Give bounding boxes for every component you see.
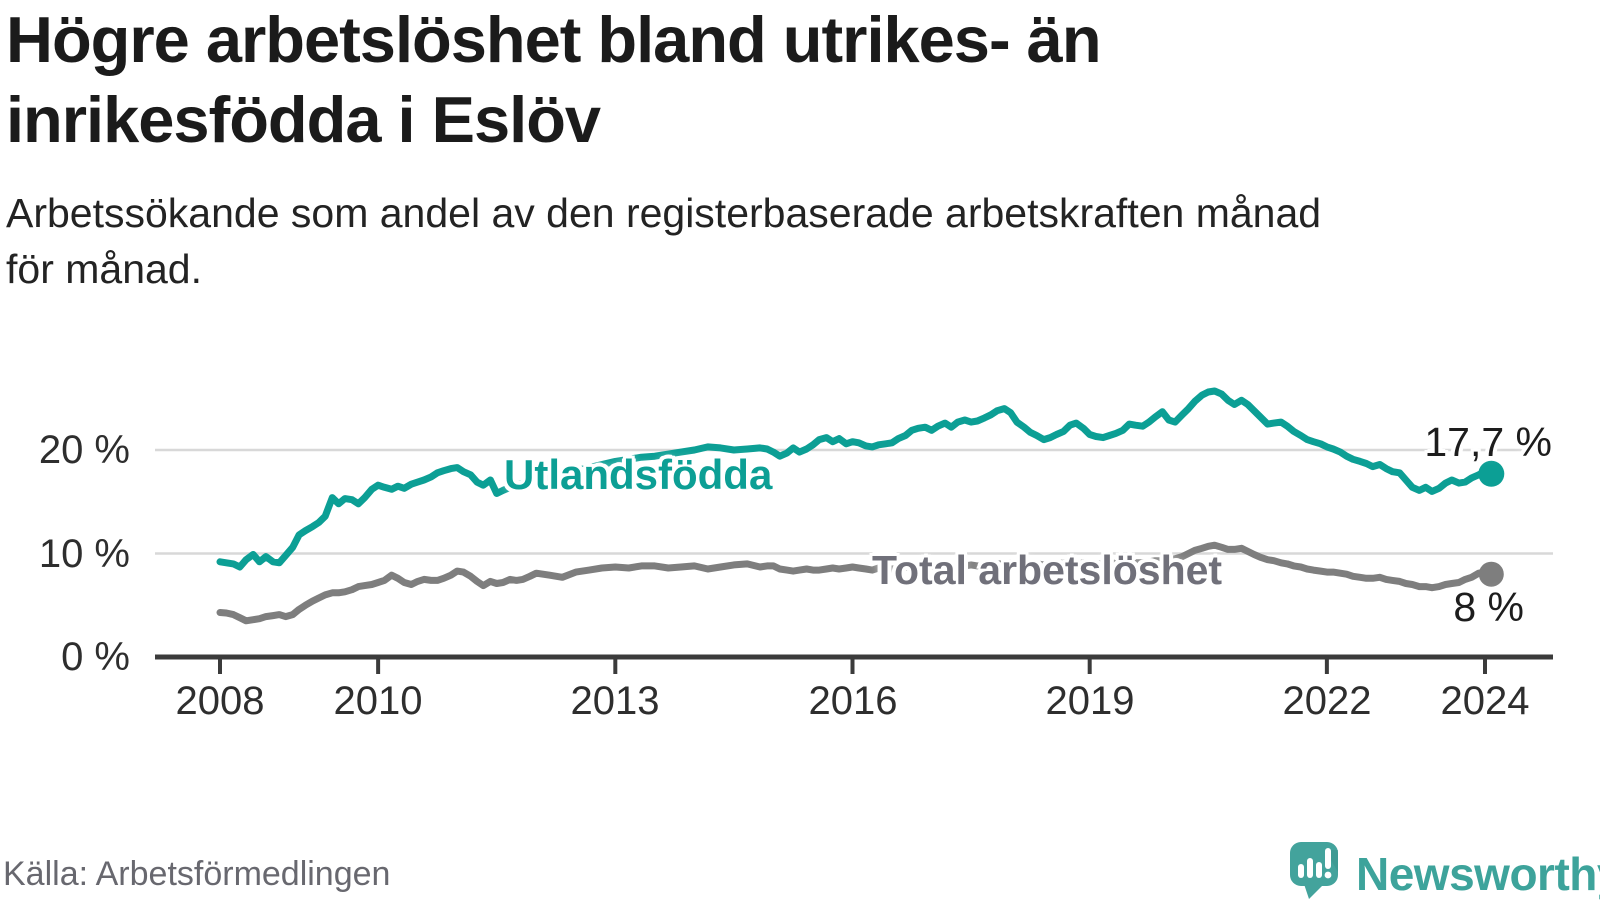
- series-end-dot: [1478, 561, 1504, 587]
- logo-bubble-icon: [1290, 842, 1338, 899]
- series-line: [216, 541, 1495, 625]
- page-title-line-2: inrikesfödda i Eslöv: [6, 83, 601, 156]
- y-axis-label-10: 10 %: [38, 532, 130, 576]
- y-axis-label-20: 20 %: [38, 428, 130, 472]
- x-axis-label-2022: 2022: [1282, 679, 1372, 723]
- end-value-total-arbetsloshet: 8 %: [1453, 584, 1524, 630]
- page-title-line-1: Högre arbetslöshet bland utrikes- än: [6, 3, 1102, 76]
- x-axis-label-2010: 2010: [333, 679, 423, 723]
- series-label-total-arbetsloshet: Total arbetslöshet: [872, 547, 1223, 593]
- series-end-dot: [1478, 460, 1505, 487]
- x-axis-label-2008: 2008: [175, 679, 265, 723]
- end-value-utlandsfodda: 17,7 %: [1424, 419, 1552, 465]
- x-axis-label-2013: 2013: [570, 679, 660, 723]
- x-axis-label-2019: 2019: [1045, 679, 1135, 723]
- source-text: Källa: Arbetsförmedlingen: [3, 855, 391, 893]
- y-axis-label-0: 0 %: [61, 635, 130, 679]
- series-line: [216, 387, 1495, 571]
- x-axis-label-2016: 2016: [808, 679, 898, 723]
- series-label-utlandsfodda: Utlandsfödda: [504, 451, 773, 498]
- subtitle-line-1: Arbetssökande som andel av den registerb…: [6, 190, 1322, 236]
- newsworthy-logo: Newsworthy: [1285, 836, 1600, 900]
- x-axis-label-2024: 2024: [1440, 679, 1530, 723]
- subtitle-line-2: för månad.: [6, 246, 202, 292]
- logo-wordmark: Newsworthy: [1356, 848, 1600, 900]
